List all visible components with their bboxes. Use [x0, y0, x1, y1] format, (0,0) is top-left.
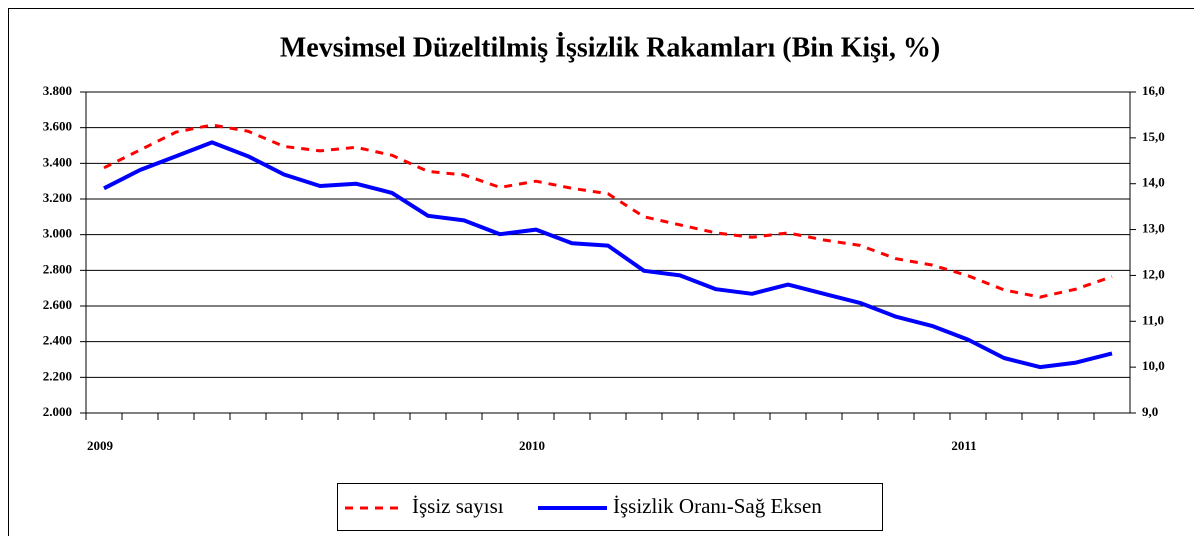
y-tick-label: 2.200	[43, 368, 72, 383]
y2-tick-label: 14,0	[1142, 175, 1165, 190]
x-tick-label: 2009	[87, 438, 114, 453]
y2-tick-label: 13,0	[1142, 221, 1165, 236]
y-tick-label: 3.600	[43, 119, 72, 134]
y-tick-label: 3.400	[43, 154, 72, 169]
y2-tick-label: 9,0	[1142, 404, 1158, 419]
x-tick-label: 2011	[951, 438, 976, 453]
y2-tick-label: 15,0	[1142, 129, 1165, 144]
y2-tick-label: 11,0	[1142, 312, 1164, 327]
y2-tick-label: 10,0	[1142, 358, 1165, 373]
y-tick-label: 3.800	[43, 83, 72, 98]
y2-tick-label: 12,0	[1142, 266, 1165, 281]
y-tick-label: 3.000	[43, 226, 72, 241]
y-tick-label: 2.600	[43, 297, 72, 312]
chart-frame	[9, 9, 1194, 537]
y-tick-label: 2.400	[43, 333, 72, 348]
y-tick-label: 2.800	[43, 261, 72, 276]
legend-label: İşsizlik Oranı-Sağ Eksen	[613, 494, 822, 518]
y-tick-label: 3.200	[43, 190, 72, 205]
y-tick-label: 2.000	[43, 404, 72, 419]
x-tick-label: 2010	[519, 438, 545, 453]
y2-tick-label: 16,0	[1142, 83, 1165, 98]
chart-title: Mevsimsel Düzeltilmiş İşsizlik Rakamları…	[280, 32, 940, 63]
legend-label: İşsiz sayısı	[412, 494, 504, 518]
